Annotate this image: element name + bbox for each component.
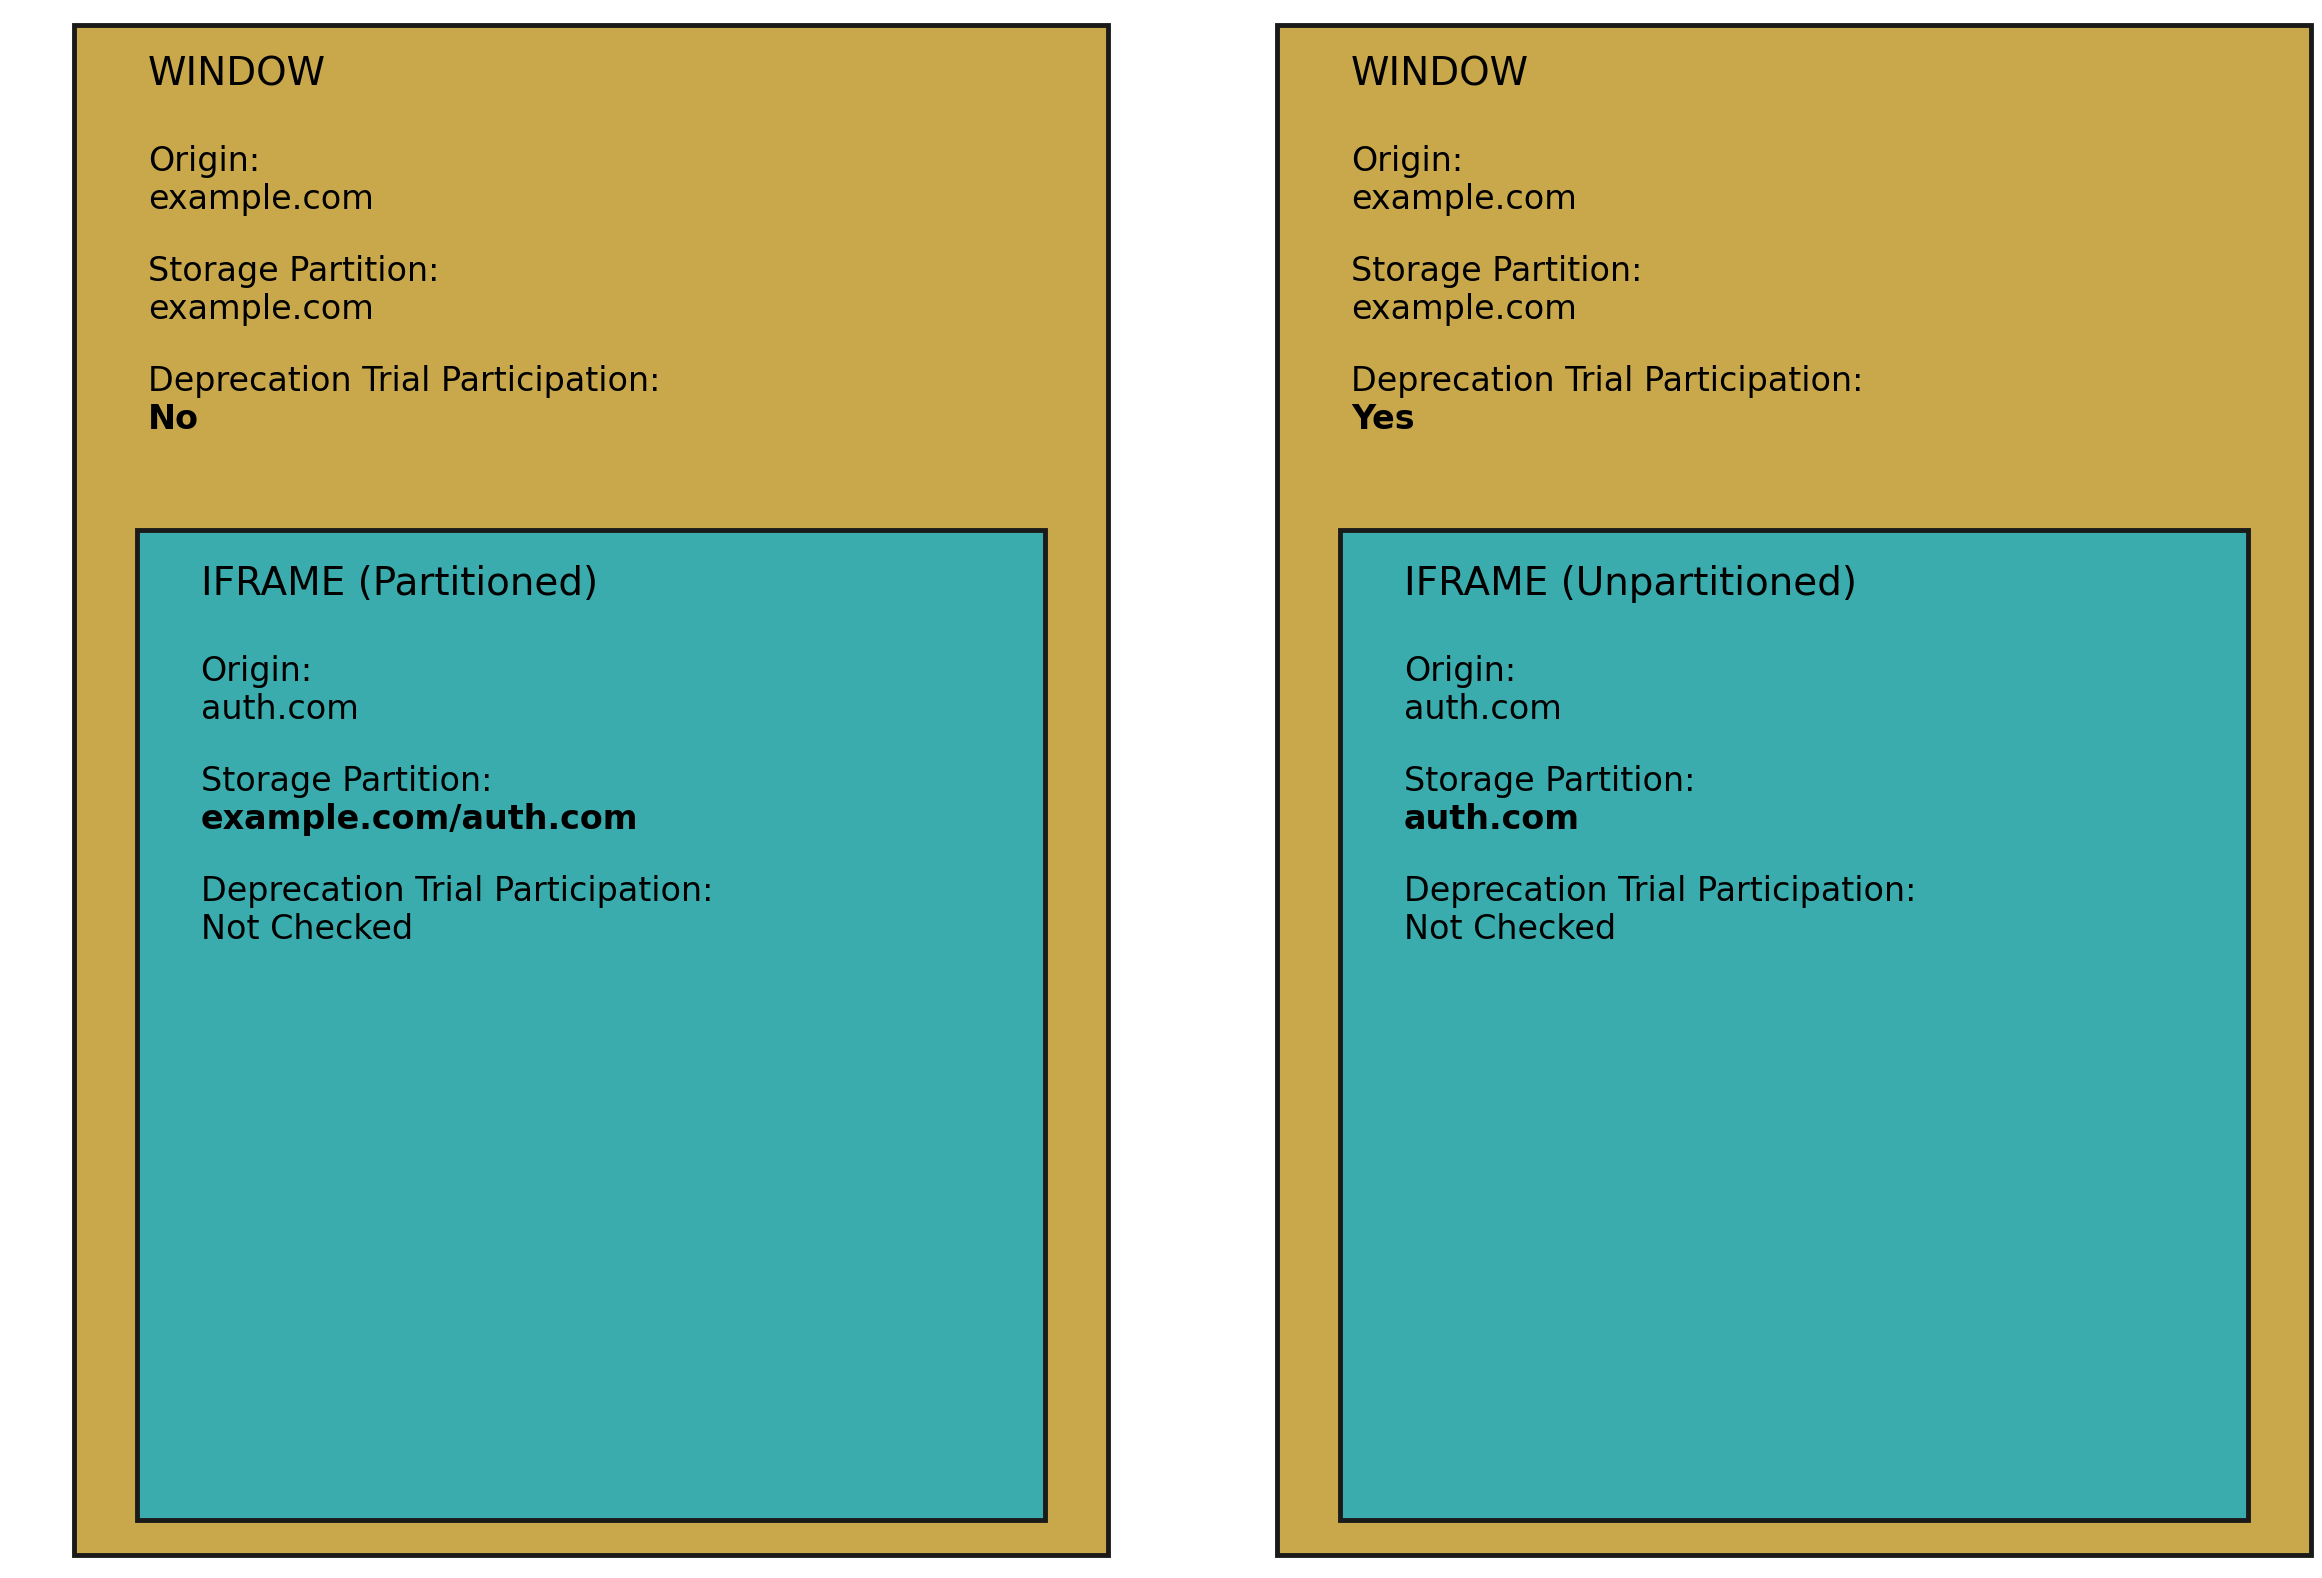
Text: Storage Partition:: Storage Partition:: [1405, 765, 1695, 798]
Text: example.com: example.com: [149, 294, 374, 327]
Text: Origin:: Origin:: [149, 145, 260, 178]
Bar: [1277, 25, 2310, 1554]
Text: example.com: example.com: [1351, 183, 1577, 216]
Text: Storage Partition:: Storage Partition:: [149, 256, 439, 289]
Text: Origin:: Origin:: [200, 655, 313, 688]
Text: Yes: Yes: [1351, 402, 1414, 436]
Text: WINDOW: WINDOW: [149, 55, 325, 93]
Bar: [1340, 530, 2248, 1520]
Bar: [137, 530, 1045, 1520]
Text: example.com: example.com: [149, 183, 374, 216]
Text: auth.com: auth.com: [200, 693, 358, 726]
Text: Storage Partition:: Storage Partition:: [200, 765, 492, 798]
Text: example.com: example.com: [1351, 294, 1577, 327]
Text: WINDOW: WINDOW: [1351, 55, 1530, 93]
Text: Deprecation Trial Participation:: Deprecation Trial Participation:: [149, 365, 659, 398]
Text: No: No: [149, 402, 200, 436]
Text: Origin:: Origin:: [1351, 145, 1463, 178]
Text: Deprecation Trial Participation:: Deprecation Trial Participation:: [200, 874, 713, 907]
Text: Not Checked: Not Checked: [1405, 914, 1616, 945]
Text: Not Checked: Not Checked: [200, 914, 413, 945]
Text: IFRAME (Partitioned): IFRAME (Partitioned): [200, 565, 597, 603]
Text: Deprecation Trial Participation:: Deprecation Trial Participation:: [1351, 365, 1862, 398]
Text: example.com/auth.com: example.com/auth.com: [200, 803, 639, 836]
Text: auth.com: auth.com: [1405, 693, 1563, 726]
Text: Origin:: Origin:: [1405, 655, 1516, 688]
Text: IFRAME (Unpartitioned): IFRAME (Unpartitioned): [1405, 565, 1858, 603]
Bar: [74, 25, 1108, 1554]
Text: auth.com: auth.com: [1405, 803, 1579, 836]
Text: Storage Partition:: Storage Partition:: [1351, 256, 1642, 289]
Text: Deprecation Trial Participation:: Deprecation Trial Participation:: [1405, 874, 1916, 907]
